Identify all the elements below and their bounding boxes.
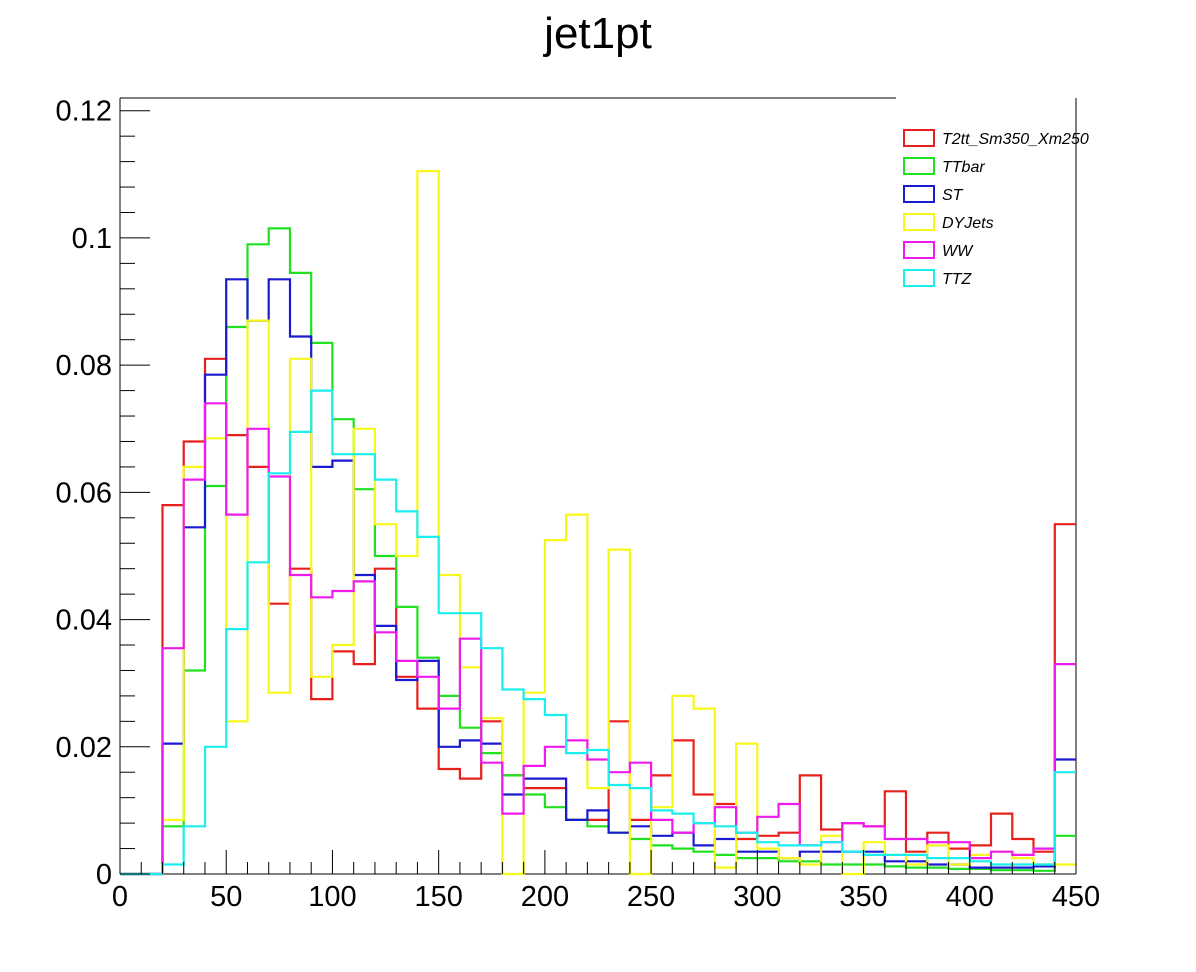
chart-title: jet1pt [542, 9, 652, 58]
series-layer [120, 170, 1076, 876]
legend-swatch-5 [903, 269, 935, 287]
x-tick-label: 400 [946, 881, 994, 913]
y-tick-label: 0 [96, 859, 112, 891]
y-tick-label: 0.06 [56, 477, 112, 509]
y-tick-label: 0.1 [72, 223, 112, 255]
series-line-0 [120, 357, 1076, 876]
legend-label-2: ST [942, 187, 964, 204]
plot-frame [119, 97, 1077, 875]
x-tick-label: 150 [414, 881, 462, 913]
legend-swatch-3 [903, 213, 935, 231]
legend-label-3: DYJets [942, 215, 994, 232]
x-tick-label: 200 [521, 881, 569, 913]
legend-swatch-2 [903, 185, 935, 203]
legend-label-1: TTbar [942, 159, 985, 176]
series-line-4 [120, 402, 1076, 876]
x-tick-label: 250 [627, 881, 675, 913]
series-line-5 [120, 389, 1076, 876]
axis-layer: 0 50 100 150 200 250 300 350 400 450 0 0.02 0.04 0.06… [56, 96, 1101, 913]
legend: T2tt_Sm350_Xm250 TTbar ST DYJets WW TTZ [903, 129, 1089, 288]
legend-label-5: TTZ [942, 271, 973, 288]
legend-swatch-4 [903, 241, 935, 259]
legend-label-4: WW [942, 243, 974, 260]
x-tick-label: 50 [210, 881, 242, 913]
legend-swatch-0 [903, 129, 935, 147]
x-tick-label: 450 [1052, 881, 1100, 913]
y-tick-label: 0.12 [56, 96, 112, 128]
y-tick-label: 0.08 [56, 350, 112, 382]
series-line-1 [120, 227, 1076, 876]
x-tick-label: 300 [733, 881, 781, 913]
series-line-2 [120, 278, 1076, 876]
legend-swatch-1 [903, 157, 935, 175]
x-tick-label: 0 [112, 881, 128, 913]
y-tick-label: 0.04 [56, 605, 112, 637]
x-tick-label: 350 [839, 881, 887, 913]
y-tick-label: 0.02 [56, 732, 112, 764]
x-tick-label: 100 [308, 881, 356, 913]
series-line-3 [120, 170, 1076, 876]
legend-label-0: T2tt_Sm350_Xm250 [942, 131, 1089, 148]
